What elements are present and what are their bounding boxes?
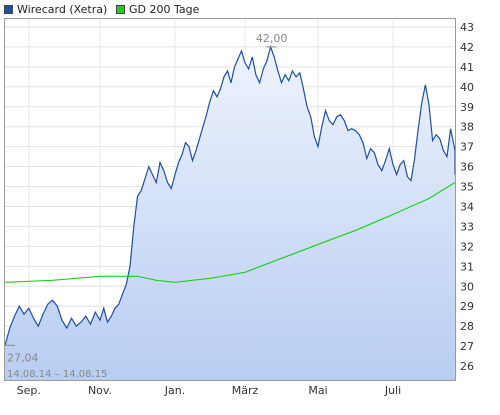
legend-item-gd200: GD 200 Tage <box>116 2 199 16</box>
y-tick-label: 35 <box>460 181 474 194</box>
y-tick-label: 38 <box>460 121 474 134</box>
legend-swatch-wirecard <box>4 4 13 14</box>
x-axis: Sep. Nov. Jan. März Mai Juli <box>17 384 402 397</box>
y-tick-label: 36 <box>460 161 474 174</box>
max-annotation: 42,00 <box>256 32 288 45</box>
x-tick-label: Mai <box>308 384 327 397</box>
legend-label-wirecard: Wirecard (Xetra) <box>17 2 108 16</box>
y-tick-label: 37 <box>460 141 474 154</box>
y-tick-label: 33 <box>460 220 474 233</box>
min-annotation: 27,04 <box>7 351 39 364</box>
legend-label-gd200: GD 200 Tage <box>129 2 200 16</box>
x-tick-label: Juli <box>384 384 401 397</box>
x-tick-label: Sep. <box>17 384 41 397</box>
annotations: 42,00 27,04 14.08.14 – 14.08.15 <box>5 32 287 380</box>
legend-item-wirecard: Wirecard (Xetra) <box>4 2 107 16</box>
y-axis: 26 27 28 29 30 31 32 33 34 35 36 37 38 39 40 41 42 43 <box>460 21 474 373</box>
y-tick-label: 42 <box>460 41 474 54</box>
y-tick-label: 30 <box>460 280 474 293</box>
y-tick-label: 31 <box>460 260 474 273</box>
y-tick-label: 27 <box>460 340 474 353</box>
y-tick-label: 39 <box>460 101 474 114</box>
gd200-line <box>4 181 456 283</box>
x-tick-label: März <box>232 384 259 397</box>
date-range-label: 14.08.14 – 14.08.15 <box>7 369 107 380</box>
legend-swatch-gd200 <box>116 4 125 14</box>
y-tick-label: 40 <box>460 81 474 94</box>
y-tick-label: 41 <box>460 61 474 74</box>
plot-frame <box>4 18 456 381</box>
y-tick-label: 32 <box>460 240 474 253</box>
y-tick-label: 29 <box>460 300 474 313</box>
y-tick-label: 43 <box>460 21 474 34</box>
y-tick-label: 34 <box>460 200 474 213</box>
y-tick-label: 26 <box>460 360 474 373</box>
y-tick-label: 28 <box>460 320 474 333</box>
x-tick-label: Jan. <box>164 384 185 397</box>
x-tick-label: Nov. <box>88 384 112 397</box>
price-line <box>4 44 456 346</box>
price-area-fill <box>5 46 455 381</box>
